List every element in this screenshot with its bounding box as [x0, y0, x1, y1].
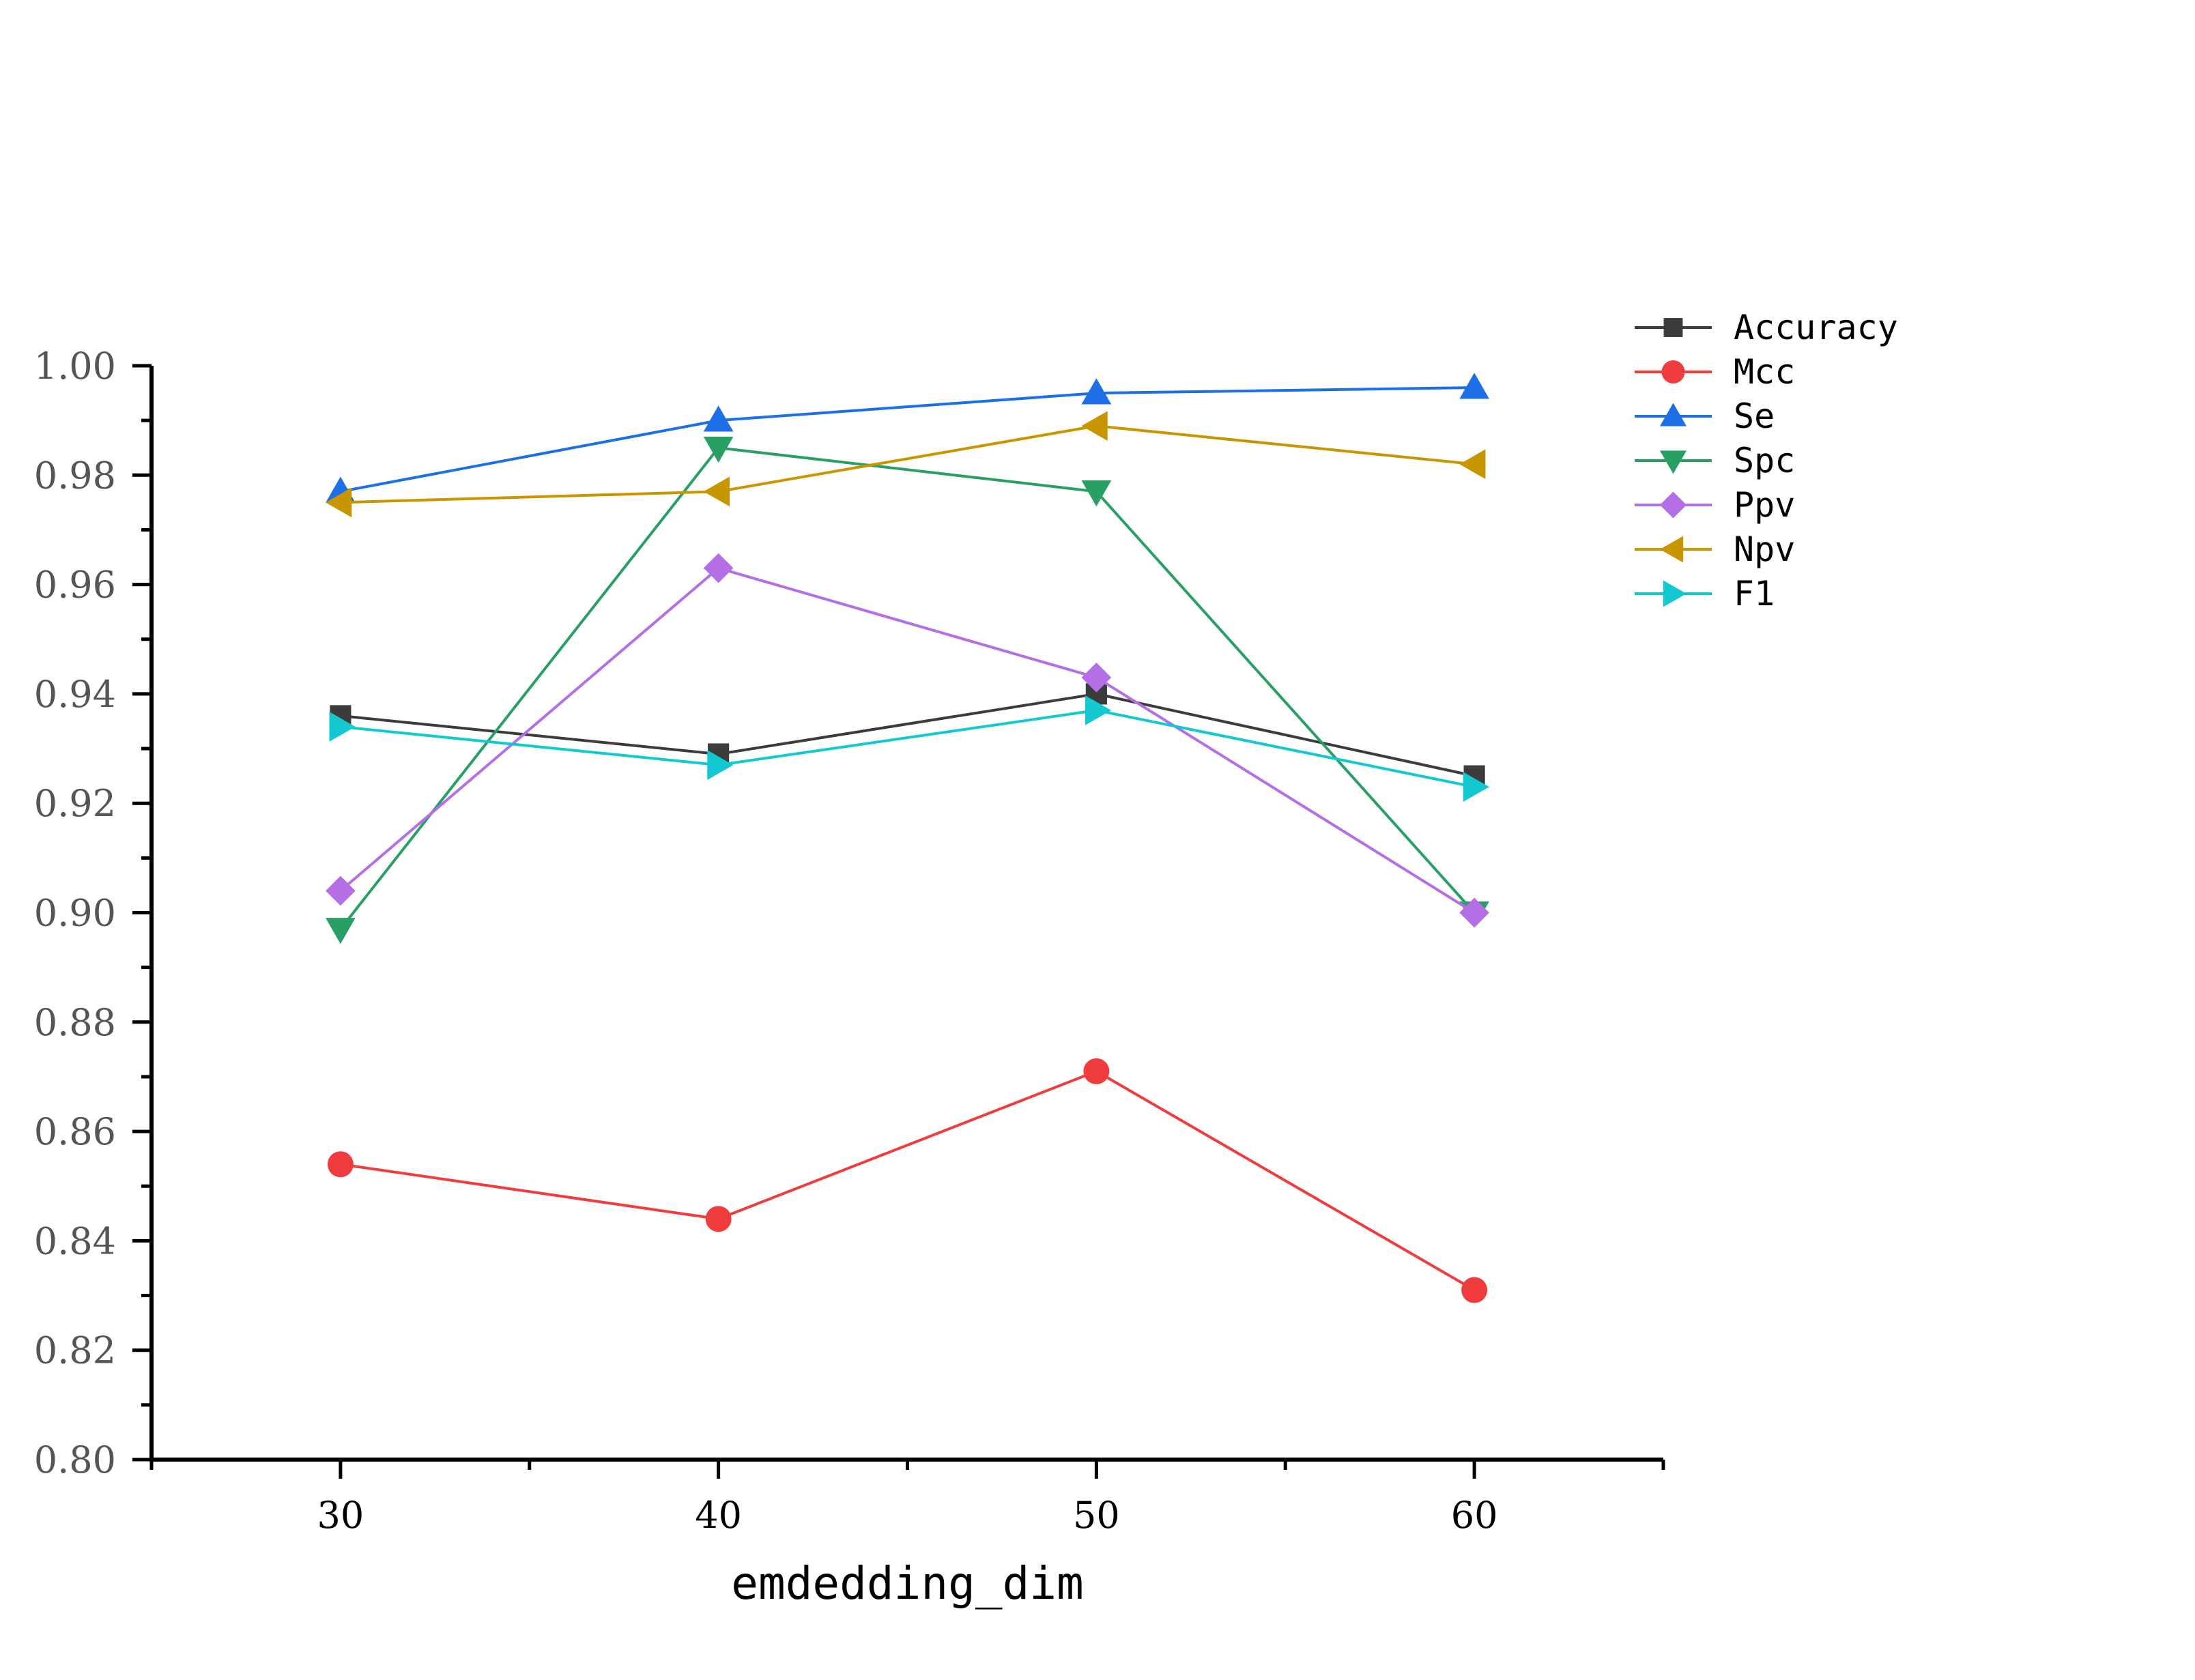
series-line: [340, 692, 1475, 778]
y-tick-label: 0.90: [34, 892, 116, 935]
series-f1: [329, 695, 1489, 802]
series-npv: [326, 411, 1486, 518]
data-point: [326, 918, 356, 944]
data-point: [1463, 772, 1489, 802]
legend-item: Accuracy: [1635, 308, 1898, 347]
legend-marker: [1659, 403, 1687, 426]
series-ppv: [326, 553, 1489, 928]
legend-item: Mcc: [1635, 352, 1795, 392]
axes: [149, 366, 1663, 1462]
series-line: [340, 708, 1475, 789]
data-point: [703, 405, 734, 432]
data-point: [1461, 1277, 1488, 1303]
data-point: [1081, 663, 1112, 693]
series-spc: [326, 436, 1489, 944]
legend-label: Spc: [1734, 441, 1795, 480]
data-point: [703, 476, 730, 507]
y-tick-label: 0.86: [34, 1110, 116, 1153]
legend-marker: [1659, 536, 1684, 563]
series-line: [339, 446, 1476, 930]
data-point: [327, 1151, 354, 1178]
series-line: [339, 566, 1476, 914]
series-line: [340, 386, 1475, 493]
data-point: [1081, 378, 1112, 405]
series-se: [326, 373, 1489, 503]
y-tick-label: 0.96: [34, 564, 116, 607]
legend-item: Npv: [1635, 530, 1795, 569]
data-point: [1081, 411, 1108, 441]
y-tick-label: 0.84: [34, 1219, 116, 1262]
legend-label: Ppv: [1734, 485, 1795, 525]
data-point: [1085, 695, 1112, 725]
y-tick-label: 0.80: [34, 1438, 116, 1481]
data-point: [326, 487, 352, 518]
legend-item: Ppv: [1635, 485, 1795, 525]
data-point: [1083, 1058, 1110, 1084]
y-tick-label: 0.82: [34, 1329, 116, 1372]
y-tick-label: 0.88: [34, 1001, 116, 1044]
y-tick-label: 0.92: [34, 782, 116, 825]
data-point: [707, 750, 734, 780]
legend-marker: [1659, 450, 1687, 474]
y-tick-label: 0.94: [34, 673, 116, 716]
y-tick-label: 1.00: [34, 345, 116, 388]
x-tick-label: 30: [317, 1494, 364, 1537]
legend-label: Accuracy: [1734, 308, 1898, 347]
data-point: [703, 553, 734, 583]
series-accuracy: [330, 683, 1485, 787]
data-point: [1459, 449, 1486, 480]
legend-marker: [1659, 491, 1687, 519]
data-point: [1081, 480, 1112, 507]
legend-label: F1: [1734, 574, 1775, 613]
y-tick-label: 0.98: [34, 454, 116, 497]
series-line: [340, 1069, 1476, 1292]
legend-item: F1: [1635, 574, 1775, 613]
series-layer: [326, 373, 1489, 1303]
x-tick-label: 60: [1451, 1494, 1498, 1537]
x-tick-label: 40: [695, 1494, 742, 1537]
legend-marker: [1661, 360, 1685, 383]
data-point: [326, 875, 356, 906]
data-point: [703, 436, 734, 463]
legend-label: Mcc: [1734, 352, 1795, 392]
legend-marker: [1663, 318, 1683, 337]
x-tick-label: 50: [1073, 1494, 1120, 1537]
x-axis-ticks: 30 40 50 60: [149, 1460, 1665, 1537]
y-axis-ticks: 0.80 0.82 0.84 0.86 0.88 0.90 0.92 0.94 0.96 0.98…: [34, 345, 152, 1481]
data-point: [1459, 373, 1489, 399]
data-point: [1459, 897, 1489, 928]
legend-label: Se: [1734, 396, 1775, 436]
legend-label: Npv: [1734, 530, 1795, 569]
data-point: [329, 712, 356, 742]
legend-item: Spc: [1635, 441, 1795, 480]
legend-marker: [1663, 580, 1687, 607]
series-mcc: [327, 1058, 1488, 1303]
series-line: [340, 424, 1475, 504]
legend-item: Se: [1635, 396, 1775, 436]
x-axis-title: emdedding_dim: [731, 1557, 1084, 1610]
data-point: [705, 1206, 732, 1232]
